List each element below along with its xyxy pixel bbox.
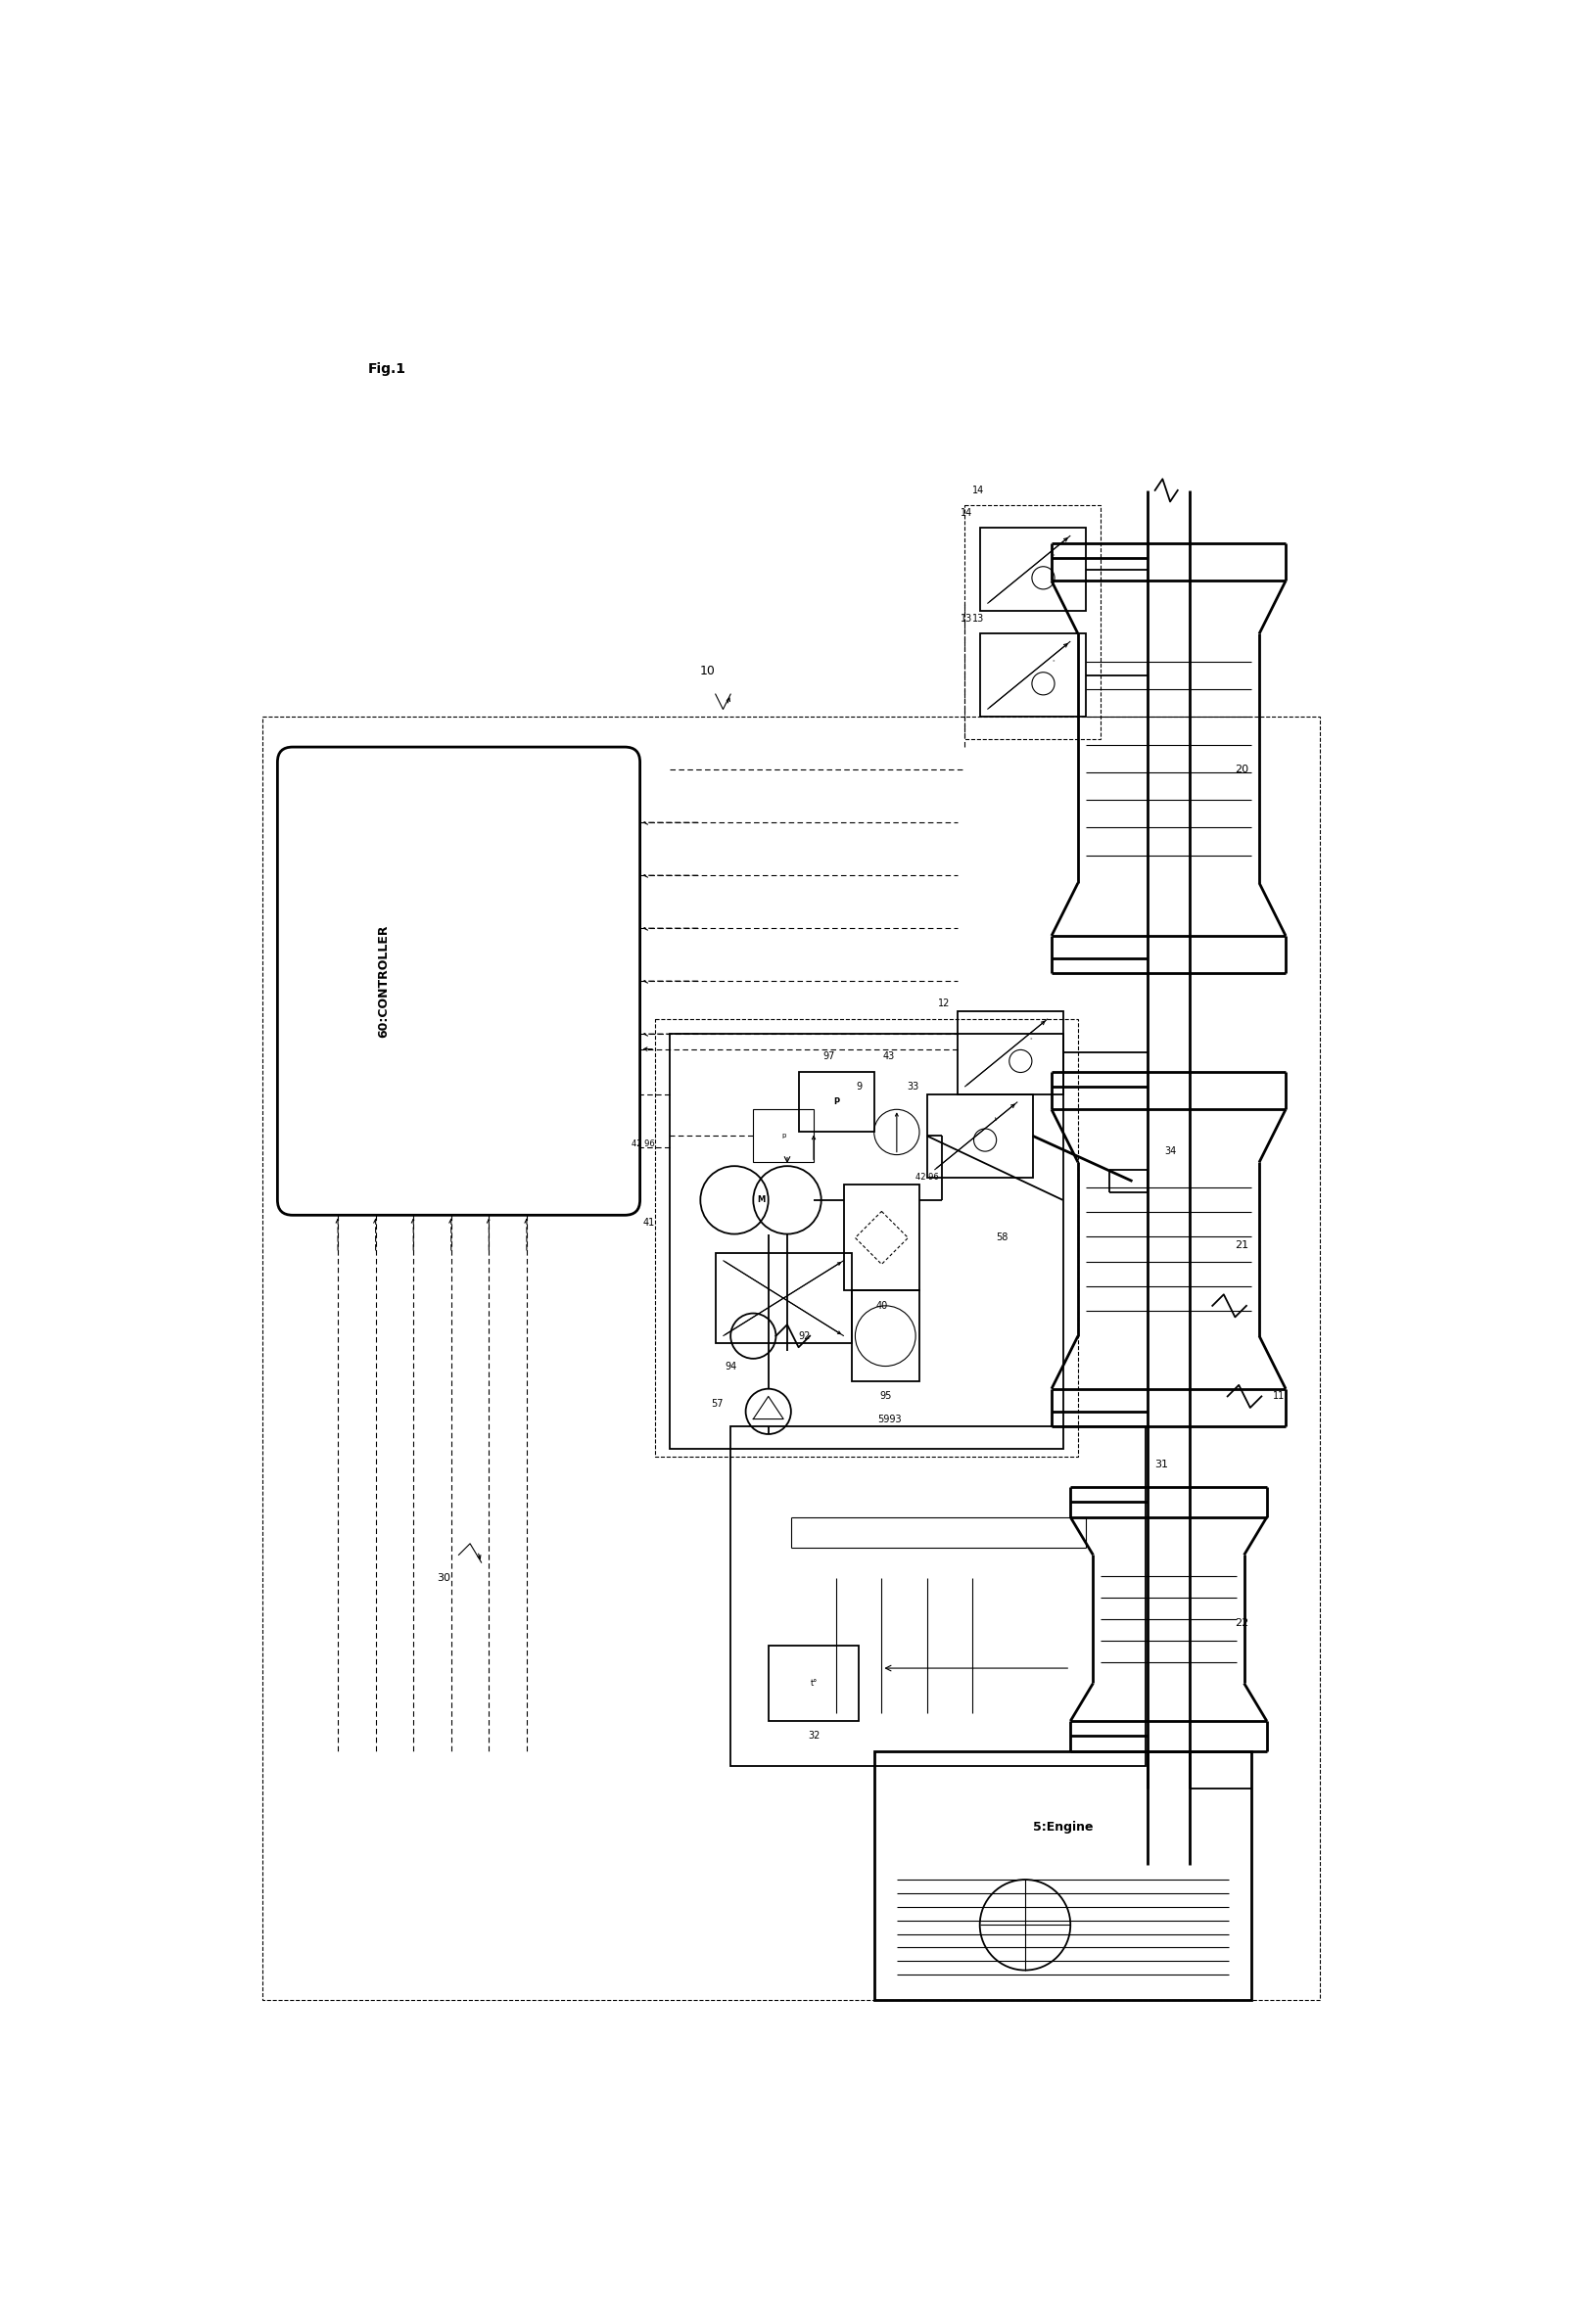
Text: P: P [833, 1097, 839, 1106]
Text: 58: 58 [997, 1234, 1008, 1243]
Text: 30: 30 [437, 1573, 450, 1583]
Text: 33: 33 [908, 1083, 919, 1092]
Text: 10: 10 [700, 665, 716, 679]
Bar [874, 1752, 1252, 2001]
Bar [957, 1011, 1062, 1095]
Text: 5:Engine: 5:Engine [1034, 1820, 1093, 1834]
Text: 42 96: 42 96 [916, 1174, 938, 1183]
Text: 12: 12 [938, 999, 949, 1009]
Text: 40: 40 [876, 1301, 888, 1311]
Text: °: ° [1053, 555, 1056, 560]
Text: 97: 97 [823, 1053, 834, 1062]
Text: 95: 95 [879, 1392, 892, 1401]
Bar [844, 1185, 919, 1290]
Bar [716, 1253, 852, 1343]
Bar [979, 528, 1086, 611]
Text: 57: 57 [711, 1399, 723, 1408]
Text: 42 96: 42 96 [632, 1139, 656, 1148]
Bar [852, 1290, 919, 1380]
Text: 14: 14 [960, 509, 973, 518]
Bar [965, 504, 1101, 739]
Text: 11: 11 [1273, 1392, 1286, 1401]
Bar [731, 1427, 1145, 1766]
Text: 21: 21 [1235, 1241, 1249, 1250]
Bar [799, 1071, 874, 1132]
Text: 94: 94 [724, 1362, 737, 1371]
Text: p: p [782, 1132, 786, 1139]
Text: 5993: 5993 [877, 1413, 901, 1425]
Text: 14: 14 [973, 486, 984, 495]
Text: 9: 9 [857, 1083, 861, 1092]
Bar [656, 1018, 1078, 1457]
Text: M: M [756, 1195, 766, 1204]
Text: t: t [995, 1118, 997, 1122]
Bar [927, 1095, 1032, 1178]
Text: 22: 22 [1235, 1618, 1249, 1627]
Bar [979, 634, 1086, 716]
Text: 92: 92 [799, 1332, 810, 1341]
Text: 41: 41 [643, 1218, 656, 1227]
Bar [753, 1109, 813, 1162]
Text: °: ° [1053, 660, 1056, 665]
Bar [670, 1034, 1062, 1450]
Text: 31: 31 [1155, 1459, 1168, 1469]
Bar [262, 716, 1319, 2001]
Text: 34: 34 [1164, 1146, 1176, 1155]
Text: t°: t° [810, 1678, 817, 1687]
Text: 43: 43 [884, 1053, 895, 1062]
Text: 32: 32 [807, 1731, 820, 1741]
Text: 20: 20 [1235, 765, 1249, 774]
Bar [769, 1645, 860, 1722]
Text: 13: 13 [973, 614, 984, 623]
Text: 60:CONTROLLER: 60:CONTROLLER [376, 925, 389, 1037]
Text: °: ° [1030, 1039, 1032, 1043]
Text: Fig.1: Fig.1 [368, 363, 407, 376]
Text: 13: 13 [960, 614, 973, 623]
